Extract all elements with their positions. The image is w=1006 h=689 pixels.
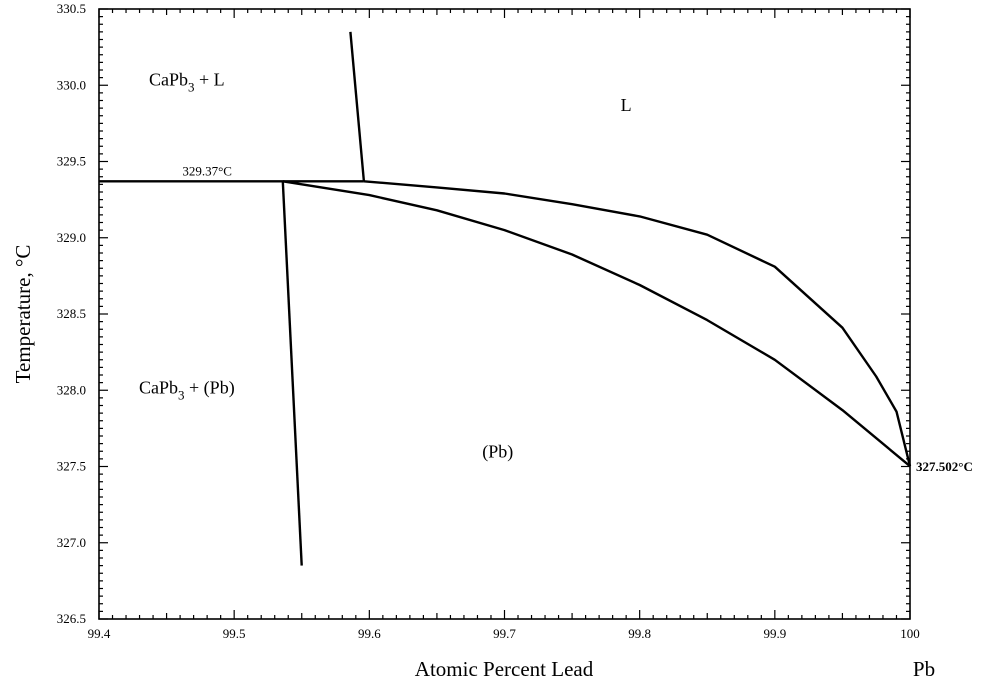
y-tick-label: 330.0 <box>57 77 86 92</box>
x-tick-label: 99.9 <box>763 626 786 641</box>
phase-boundaries <box>99 31 912 566</box>
axis-ticks <box>98 8 911 620</box>
phase-boundary-line <box>281 181 303 566</box>
plot-frame <box>98 8 911 620</box>
x-tick-label: 99.4 <box>88 626 111 641</box>
x-tick-label: 100 <box>900 626 920 641</box>
region-label: (Pb) <box>482 441 513 462</box>
x-tick-labels: 99.4 99.5 99.6 99.7 99.8 99.9 100 <box>88 626 920 641</box>
y-tick-label: 329.0 <box>57 230 86 245</box>
region-label: CaPb3 + (Pb) <box>139 377 235 402</box>
y-axis-label: Temperature, °C <box>11 245 35 384</box>
x-axis-label: Atomic Percent Lead <box>415 657 594 681</box>
x-end-label: Pb <box>913 657 935 681</box>
phase-boundary-line <box>363 180 912 467</box>
y-tick-label: 330.5 <box>57 1 86 16</box>
x-tick-label: 99.7 <box>493 626 516 641</box>
region-labels: CaPb3 + L L CaPb3 + (Pb) (Pb) <box>139 69 632 462</box>
x-tick-label: 99.8 <box>628 626 651 641</box>
region-label: CaPb3 + L <box>149 69 225 94</box>
region-label: L <box>621 95 632 115</box>
phase-boundary-line <box>282 180 911 468</box>
y-tick-label: 328.5 <box>57 306 86 321</box>
y-tick-labels: 326.5 327.0 327.5 328.0 328.5 329.0 329.5 330.0… <box>57 1 86 626</box>
temperature-annotations: 329.37°C 327.502°C <box>182 163 973 474</box>
y-tick-label: 327.5 <box>57 459 86 474</box>
x-tick-label: 99.6 <box>358 626 381 641</box>
y-tick-label: 326.5 <box>57 611 86 626</box>
temperature-annotation: 329.37°C <box>182 163 232 178</box>
y-tick-label: 327.0 <box>57 535 86 550</box>
y-tick-label: 329.5 <box>57 154 86 169</box>
x-tick-label: 99.5 <box>223 626 246 641</box>
temperature-annotation: 327.502°C <box>916 459 973 474</box>
phase-boundary-line <box>349 31 366 182</box>
y-tick-label: 328.0 <box>57 382 86 397</box>
